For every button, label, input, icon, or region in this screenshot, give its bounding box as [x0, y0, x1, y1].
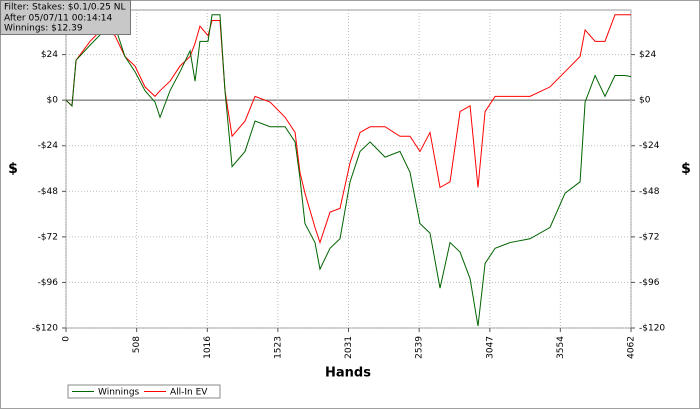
y2-tick-label: -$72: [639, 232, 659, 242]
y-axis-title: $: [8, 161, 18, 177]
x-tick-label: 4062: [627, 336, 637, 359]
x-tick-label: 508: [132, 336, 142, 353]
y-tick-label: -$24: [38, 141, 59, 151]
y2-tick-label: $24: [639, 50, 656, 60]
y2-tick-label: -$24: [639, 141, 660, 151]
x-tick-label: 3554: [556, 336, 566, 359]
y-tick-label: -$72: [38, 232, 58, 242]
series-line: [65, 14, 631, 245]
x-tick-label: 1016: [203, 336, 213, 359]
filter-box: [0, 0, 131, 35]
filter-text: Winnings: $12.39: [4, 24, 83, 34]
x-tick-label: 0: [62, 336, 72, 342]
y2-tick-label: -$48: [639, 187, 660, 197]
legend-label: All-In EV: [170, 388, 208, 398]
y-tick-label: -$96: [38, 278, 59, 288]
x-tick-label: 3047: [485, 336, 495, 359]
y2-tick-label: $0: [639, 96, 651, 106]
y-tick-label: -$48: [38, 187, 59, 197]
y-tick-label: $24: [41, 50, 58, 60]
series-line: [65, 14, 632, 327]
y2-tick-label: -$96: [639, 278, 660, 288]
y2-axis-title: $: [681, 161, 691, 177]
x-axis-title: Hands: [325, 366, 371, 381]
x-tick-label: 1523: [273, 336, 283, 359]
y2-tick-label: -$120: [639, 324, 665, 334]
legend-label: Winnings: [98, 388, 140, 398]
x-tick-label: 2539: [415, 336, 425, 359]
filter-text: Filter: Stakes: $0.1/0.25 NL: [4, 3, 126, 13]
y-tick-label: $0: [47, 96, 59, 106]
filter-text: After 05/07/11 00:14:14: [4, 14, 112, 24]
y-tick-label: -$120: [32, 324, 58, 334]
x-tick-label: 2031: [344, 336, 354, 359]
